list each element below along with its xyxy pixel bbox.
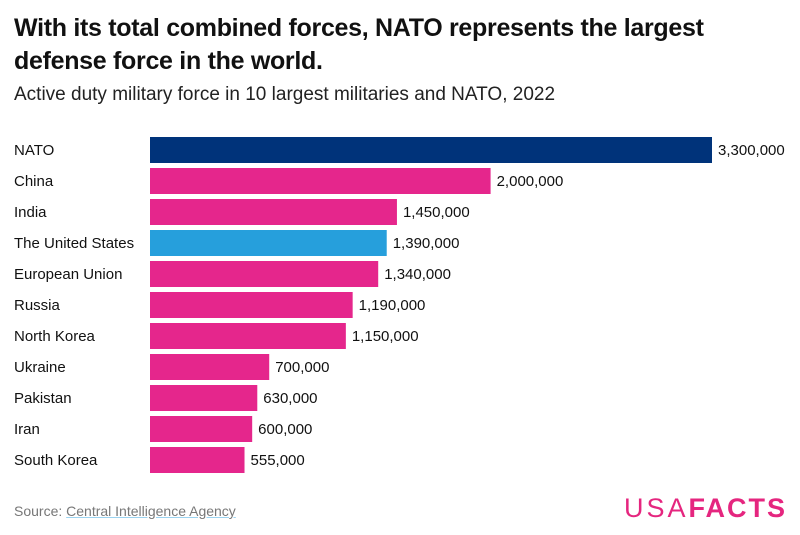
- value-label: 2,000,000: [497, 173, 564, 190]
- value-label: 555,000: [251, 452, 305, 469]
- value-label: 1,390,000: [393, 235, 460, 252]
- value-label: 1,340,000: [384, 266, 451, 283]
- category-label: European Union: [14, 266, 122, 283]
- bar: [150, 168, 491, 194]
- bar: [150, 137, 712, 163]
- logo-bold: FACTS: [688, 493, 788, 523]
- source-note: Source: Central Intelligence Agency: [14, 503, 236, 519]
- bar: [150, 292, 353, 318]
- category-label: The United States: [14, 235, 134, 252]
- bar: [150, 416, 253, 442]
- value-label: 630,000: [263, 390, 317, 407]
- bar: [150, 261, 379, 287]
- category-label: China: [14, 173, 54, 190]
- chart-title: With its total combined forces, NATO rep…: [14, 14, 704, 75]
- category-label: Iran: [14, 421, 40, 438]
- value-label: 1,150,000: [352, 328, 419, 345]
- category-label: Pakistan: [14, 390, 72, 407]
- logo-light: USA: [624, 493, 689, 523]
- bar: [150, 323, 346, 349]
- bar: [150, 354, 270, 380]
- bar-chart: NATO 3,300,000 China 2,000,000 India 1,450,00…: [14, 137, 785, 473]
- value-label: 1,450,000: [403, 204, 470, 221]
- bar: [150, 199, 397, 225]
- source-label: Source:: [14, 503, 63, 519]
- usafacts-logo: USAFACTS: [624, 493, 787, 524]
- source-link[interactable]: Central Intelligence Agency: [66, 503, 236, 519]
- chart-subtitle: Active duty military force in 10 largest…: [14, 84, 556, 105]
- category-label: North Korea: [14, 328, 96, 345]
- category-label: Ukraine: [14, 359, 66, 376]
- category-label: Russia: [14, 297, 61, 314]
- value-label: 1,190,000: [359, 297, 426, 314]
- value-label: 600,000: [258, 421, 312, 438]
- value-label: 700,000: [275, 359, 329, 376]
- category-label: NATO: [14, 142, 54, 159]
- bar: [150, 447, 245, 473]
- bar: [150, 385, 258, 411]
- category-label: South Korea: [14, 452, 98, 469]
- category-label: India: [14, 204, 47, 221]
- bar: [150, 230, 387, 256]
- value-label: 3,300,000: [718, 142, 785, 159]
